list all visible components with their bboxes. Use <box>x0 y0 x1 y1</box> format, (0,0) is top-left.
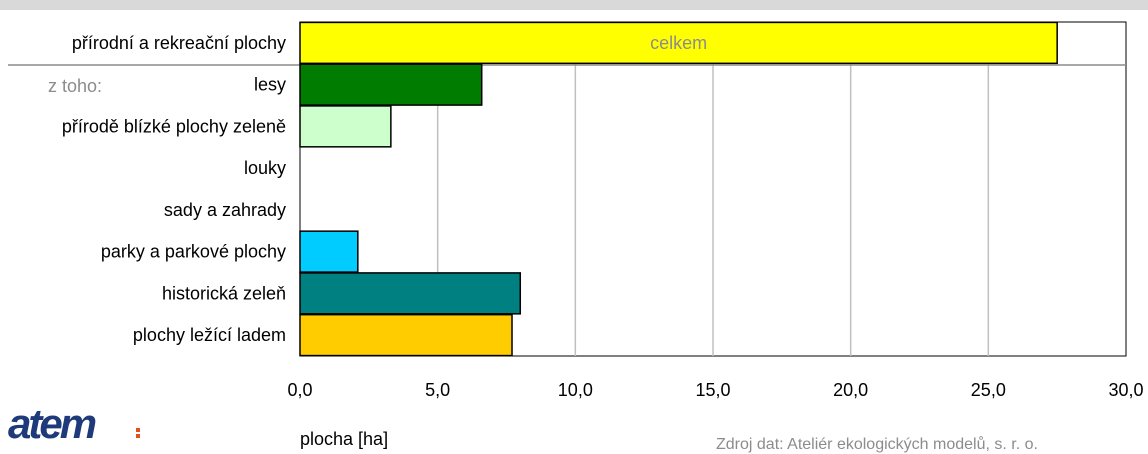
bar <box>299 313 513 357</box>
x-tick-label: 25,0 <box>971 380 1006 400</box>
category-label: přírodě blízké plochy zeleně <box>62 116 286 136</box>
x-tick-label: 0,0 <box>287 380 312 400</box>
category-label: parky a parkové plochy <box>101 242 286 262</box>
bar <box>299 105 392 148</box>
bar <box>299 63 483 106</box>
bar <box>299 21 1058 65</box>
category-label: louky <box>244 158 286 178</box>
x-axis-title: plocha [ha] <box>300 429 389 449</box>
category-labels: přírodní a rekreační plochy lesy přírodě b… <box>62 33 286 345</box>
category-label: lesy <box>254 75 286 95</box>
bar <box>299 272 522 315</box>
bar-label: celkem <box>650 33 707 53</box>
x-tick-label: 15,0 <box>695 380 730 400</box>
subset-note: z toho: <box>48 76 103 96</box>
category-label: historická zeleň <box>162 283 286 303</box>
x-tick-labels: 0,0 5,0 10,0 15,0 20,0 25,0 30,0 <box>287 380 1143 400</box>
category-label: plochy ležící ladem <box>133 325 286 345</box>
x-tick-label: 5,0 <box>425 380 450 400</box>
top-band <box>0 0 1148 10</box>
logo-dot-1 <box>136 428 140 432</box>
atem-logo: atem <box>8 402 140 446</box>
x-tick-label: 20,0 <box>833 380 868 400</box>
category-label: sady a zahrady <box>164 200 286 220</box>
x-tick-label: 10,0 <box>558 380 593 400</box>
x-tick-label: 30,0 <box>1108 380 1143 400</box>
bars: celkem <box>299 21 1058 357</box>
source-note: Zdroj dat: Ateliér ekologických modelů, … <box>716 436 1038 453</box>
bar <box>299 230 359 273</box>
logo-dot-2 <box>136 434 140 438</box>
logo-wordmark: atem <box>8 402 96 446</box>
category-label: přírodní a rekreační plochy <box>72 33 286 53</box>
